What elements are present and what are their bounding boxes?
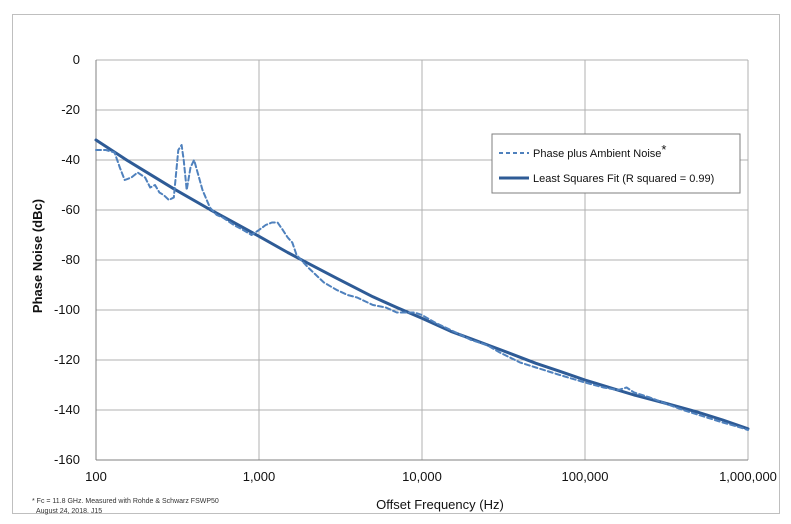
legend-label-phase-name: Phase plus Ambient Noise <box>533 148 661 160</box>
y-axis-title: Phase Noise (dBc) <box>30 199 45 313</box>
series-layer <box>94 138 750 431</box>
series-line-least-squares-fit <box>94 138 750 431</box>
y-tick-label: -40 <box>61 152 80 167</box>
x-tick-label: 1,000 <box>243 469 276 484</box>
y-tick-label: 0 <box>73 52 80 67</box>
x-tick-label: 10,000 <box>402 469 442 484</box>
x-tick-label: 100 <box>85 469 107 484</box>
series-line-phase-noise <box>95 144 749 431</box>
chart-frame <box>12 14 780 514</box>
x-tick-label: 1,000,000 <box>719 469 777 484</box>
legend-label-phase-suffix: * <box>661 142 666 157</box>
x-tick-label: 100,000 <box>562 469 609 484</box>
y-tick-label: -140 <box>54 402 80 417</box>
legend-label-fit: Least Squares Fit (R squared = 0.99) <box>533 173 714 185</box>
y-tick-label: -120 <box>54 352 80 367</box>
y-tick-label: -60 <box>61 202 80 217</box>
axes-layer: 0 -20 -40 -60 -80 -100 -120 -140 -160 100 1,000 10,… <box>54 52 777 484</box>
y-tick-label: -80 <box>61 252 80 267</box>
legend-label-phase: Phase plus Ambient Noise* <box>533 142 666 160</box>
y-tick-label: -160 <box>54 452 80 467</box>
x-axis-title: Offset Frequency (Hz) <box>376 497 504 512</box>
footnote-line-1: * Fc = 11.8 GHz. Measured with Rohde & S… <box>32 498 219 505</box>
y-tick-label: -20 <box>61 102 80 117</box>
legend: Phase plus Ambient Noise* Least Squares … <box>491 133 741 194</box>
y-tick-label: -100 <box>54 302 80 317</box>
footnote-line-2: August 24, 2018. J15 <box>36 508 102 515</box>
legend-box <box>491 133 741 194</box>
